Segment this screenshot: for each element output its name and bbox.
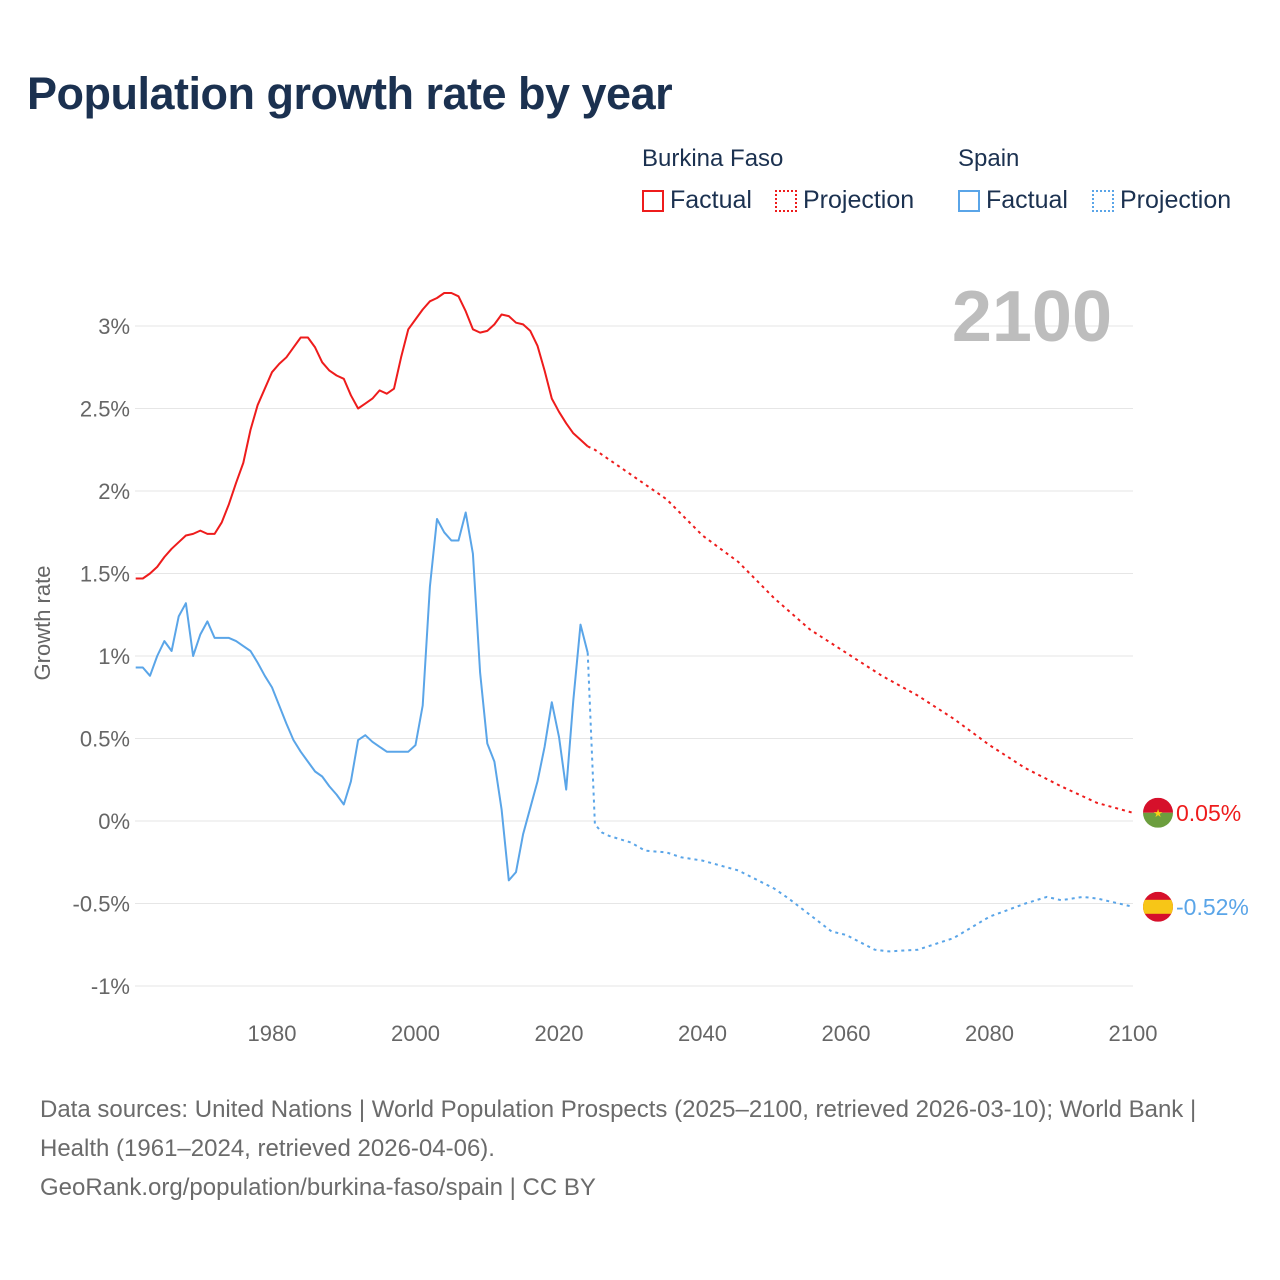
y-tick-label: 0% — [98, 809, 130, 834]
spain-flag-icon — [1143, 891, 1173, 922]
flag-yellow — [1143, 899, 1173, 914]
legend-label: Factual — [986, 186, 1068, 214]
dotted-swatch-icon — [1092, 189, 1114, 212]
x-tick-label: 2080 — [965, 1021, 1014, 1046]
y-tick-label: -0.5% — [73, 892, 130, 917]
legend-burkina-factual[interactable]: Factual — [642, 186, 752, 215]
legend-label: Projection — [1120, 186, 1232, 214]
y-tick-label: 1.5% — [80, 562, 130, 587]
solid-swatch-icon — [958, 189, 980, 212]
y-tick-label: 2% — [98, 479, 130, 504]
x-tick-label: 2100 — [1109, 1021, 1158, 1046]
flag-red — [1143, 797, 1173, 813]
x-tick-label: 1980 — [248, 1021, 297, 1046]
y-tick-label: 2.5% — [80, 397, 130, 422]
y-tick-label: 1% — [98, 644, 130, 669]
spain-projection-line — [586, 652, 1134, 953]
dotted-swatch-icon — [775, 189, 797, 212]
legend-label: Factual — [670, 186, 752, 214]
chart-title: Population growth rate by year — [27, 68, 673, 119]
legend-group-burkina-faso: Burkina Faso — [642, 145, 784, 172]
legend-spain-projection[interactable]: Projection — [1092, 186, 1231, 215]
burkina-faso-flag-icon: ★ — [1143, 797, 1173, 828]
flag-green — [1143, 812, 1173, 828]
flag-star: ★ — [1153, 808, 1163, 820]
data-sources: Data sources: United Nations | World Pop… — [40, 1096, 1197, 1162]
current-year-label: 2100 — [951, 277, 1112, 357]
flag-body: ★ — [1143, 797, 1173, 828]
spain-factual-line — [135, 511, 589, 882]
burkina-faso-factual-line — [135, 292, 589, 580]
burkina-faso-end-value-label: 0.05% — [1176, 800, 1241, 826]
legend-group-spain: Spain — [958, 145, 1020, 172]
y-axis-label: Growth rate — [30, 566, 55, 681]
y-tick-label: 3% — [98, 314, 130, 339]
flag-body — [1143, 891, 1173, 922]
y-tick-label: -1% — [91, 974, 130, 999]
spain-end-value-label: -0.52% — [1176, 894, 1249, 920]
legend-burkina-projection[interactable]: Projection — [775, 186, 914, 215]
burkina-faso-projection-line — [587, 445, 1134, 814]
x-tick-label: 2060 — [822, 1021, 871, 1046]
legend-spain-factual[interactable]: Factual — [958, 186, 1068, 215]
x-tick-label: 2040 — [678, 1021, 727, 1046]
attribution-link[interactable]: GeoRank.org/population/burkina-faso/spai… — [40, 1174, 596, 1201]
x-tick-label: 2020 — [535, 1021, 584, 1046]
solid-swatch-icon — [642, 189, 664, 212]
x-tick-label: 2000 — [391, 1021, 440, 1046]
legend-label: Projection — [803, 186, 915, 214]
y-tick-label: 0.5% — [80, 727, 130, 752]
source-note: Data sources: United Nations | World Pop… — [40, 1090, 1240, 1207]
